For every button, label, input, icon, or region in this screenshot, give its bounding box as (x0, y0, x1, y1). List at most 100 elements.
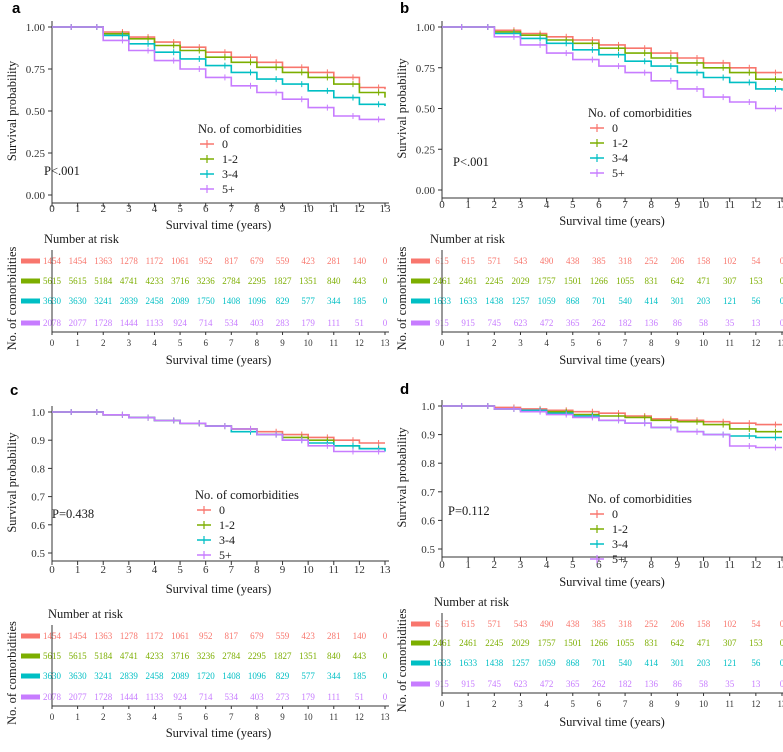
legend-item-1-2: 1-2 (590, 522, 628, 536)
risk-x-tick-label: 7 (229, 712, 234, 722)
legend-item-5+: 5+ (200, 182, 235, 196)
risk-count: 1278 (120, 256, 139, 266)
risk-count: 1757 (538, 276, 557, 286)
censor-marks-5+ (70, 409, 380, 455)
y-tick-label: 0.8 (421, 458, 435, 470)
x-tick-label: 11 (328, 564, 339, 576)
risk-x-tick-label: 12 (355, 338, 364, 348)
p-value: P=0.438 (52, 507, 94, 521)
risk-count: 868 (566, 296, 580, 306)
risk-row-swatch (411, 640, 430, 646)
x-tick-label: 13 (777, 559, 783, 571)
risk-count: 2458 (145, 296, 164, 306)
risk-count: 2784 (222, 276, 241, 286)
risk-count: 102 (723, 256, 737, 266)
x-tick-label: 2 (492, 199, 498, 211)
risk-count: 2089 (171, 671, 190, 681)
risk-count: 2461 (459, 638, 477, 648)
risk-count: 54 (751, 256, 761, 266)
risk-count: 185 (353, 671, 367, 681)
risk-count: 283 (276, 318, 290, 328)
legend-item-1-2: 1-2 (590, 136, 628, 150)
risk-count: 111 (327, 692, 340, 702)
legend-label: 0 (219, 503, 225, 517)
risk-table-y-title: No. of comorbidities (5, 621, 19, 725)
risk-count: 0 (780, 256, 783, 266)
risk-count: 307 (723, 276, 737, 286)
x-tick-label: 2 (100, 564, 106, 576)
risk-count: 51 (355, 318, 364, 328)
y-tick-label: 1.00 (26, 22, 46, 34)
x-tick-label: 3 (126, 564, 132, 576)
y-tick-label: 0.8 (31, 463, 45, 475)
risk-count: 831 (644, 276, 658, 286)
risk-x-tick-label: 12 (751, 699, 760, 709)
x-axis-title: Survival time (years) (166, 582, 272, 596)
legend-item-3-4: 3-4 (200, 167, 238, 181)
survival-curve-5+ (52, 411, 385, 453)
risk-count: 4233 (145, 276, 164, 286)
risk-count: 1172 (146, 256, 164, 266)
risk-count: 1061 (171, 256, 189, 266)
survival-curve-5+ (442, 26, 782, 110)
risk-count: 262 (592, 318, 606, 328)
risk-count: 2839 (120, 671, 139, 681)
risk-count: 2839 (120, 296, 139, 306)
risk-count: 443 (353, 276, 367, 286)
risk-x-tick-label: 8 (255, 338, 260, 348)
risk-row-swatch (21, 258, 40, 264)
x-tick-label: 9 (280, 203, 286, 215)
panel-letter: a (12, 0, 21, 17)
risk-count: 817 (225, 631, 239, 641)
risk-x-axis-title: Survival time (years) (559, 353, 665, 367)
risk-count: 701 (592, 296, 606, 306)
x-tick-label: 6 (203, 564, 209, 576)
risk-count: 0 (383, 651, 388, 661)
panel-c: c0.50.60.70.80.91.00 1 2 3 4 5 6 7 8 9 10 11 12 13Sur… (5, 382, 391, 740)
risk-count: 1055 (616, 276, 635, 286)
risk-row-swatch (21, 673, 40, 679)
risk-x-tick-label: 3 (518, 699, 523, 709)
risk-table-title: Number at risk (48, 607, 124, 621)
risk-x-tick-label: 5 (571, 338, 576, 348)
risk-x-tick-label: 13 (778, 699, 783, 709)
x-axis-title: Survival time (years) (559, 214, 665, 228)
risk-count: 829 (276, 296, 290, 306)
risk-x-tick-label: 0 (440, 699, 445, 709)
y-tick-label: 0.50 (416, 104, 436, 116)
risk-count: 403 (250, 692, 264, 702)
x-tick-label: 6 (203, 203, 209, 215)
x-tick-label: 3 (518, 199, 524, 211)
risk-count: 13 (751, 318, 761, 328)
risk-count: 924 (173, 692, 187, 702)
risk-count: 206 (671, 256, 685, 266)
risk-count: 182 (618, 318, 632, 328)
risk-count: 1266 (590, 276, 609, 286)
risk-x-tick-label: 12 (355, 712, 364, 722)
legend-item-0: 0 (200, 137, 228, 151)
risk-count: 679 (250, 631, 264, 641)
risk-table-title: Number at risk (434, 595, 510, 609)
legend-item-3-4: 3-4 (197, 533, 235, 547)
risk-count: 831 (644, 638, 658, 648)
legend-title: No. of comorbidities (588, 492, 692, 506)
y-tick-label: 0.7 (31, 492, 45, 504)
risk-count: 281 (327, 631, 341, 641)
risk-count: 0 (780, 658, 783, 668)
risk-count: 54 (751, 619, 761, 629)
risk-count: 1278 (120, 631, 139, 641)
legend-item-0: 0 (590, 121, 618, 135)
risk-x-tick-label: 7 (623, 699, 628, 709)
risk-x-tick-label: 9 (675, 338, 680, 348)
y-tick-label: 0.75 (26, 64, 46, 76)
risk-count: 3236 (197, 276, 216, 286)
risk-count: 642 (671, 638, 685, 648)
risk-count: 252 (644, 256, 658, 266)
risk-count: 179 (301, 692, 315, 702)
x-tick-label: 11 (724, 199, 735, 211)
y-tick-label: 0.25 (416, 144, 436, 156)
risk-count: 1454 (69, 631, 88, 641)
censor-marks-5+ (461, 24, 776, 112)
risk-count: 58 (699, 318, 709, 328)
